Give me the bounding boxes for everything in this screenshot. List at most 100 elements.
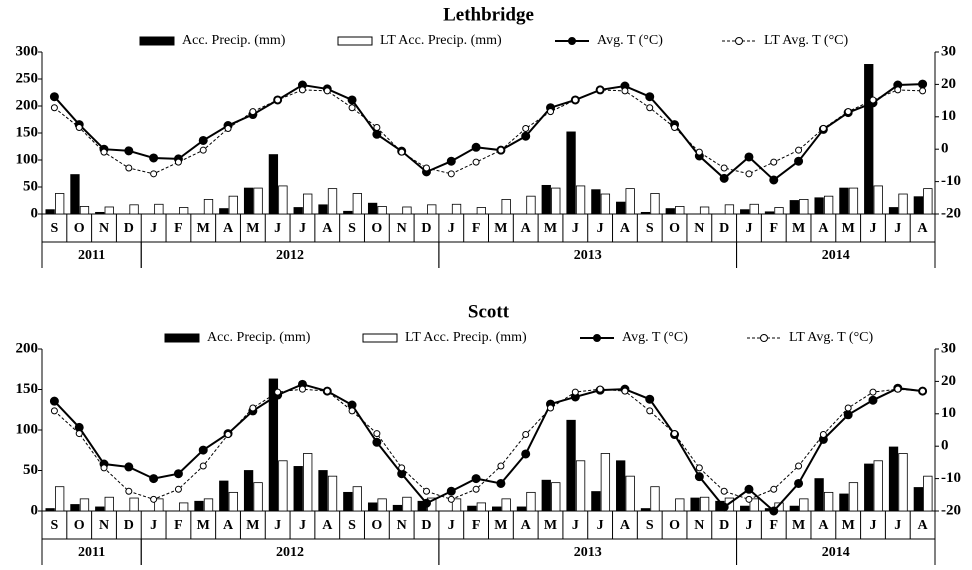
x-tick-label: A: [620, 221, 631, 236]
bar: [600, 193, 611, 215]
bar: [616, 460, 626, 512]
point: [695, 148, 703, 156]
bar: [640, 508, 651, 512]
bar: [848, 187, 859, 215]
y2-tick-label: 20: [941, 373, 956, 389]
point: [919, 87, 927, 95]
point: [918, 79, 928, 89]
point: [745, 495, 753, 503]
group-label: 2014: [822, 545, 850, 560]
point: [596, 385, 604, 393]
x-tick-label: F: [174, 221, 183, 236]
bar: [343, 491, 353, 512]
point: [373, 123, 381, 131]
group-label: 2014: [822, 248, 850, 263]
point: [869, 388, 877, 396]
point: [671, 123, 679, 131]
x-tick-label: A: [918, 518, 929, 533]
x-tick-label: J: [597, 518, 604, 533]
point: [447, 170, 455, 178]
bar: [451, 203, 462, 215]
x-tick-label: A: [818, 221, 829, 236]
x-tick-label: O: [74, 221, 85, 236]
bar: [888, 207, 899, 215]
bar: [367, 202, 378, 215]
bar: [303, 193, 313, 215]
bar: [293, 466, 303, 512]
point: [124, 146, 134, 156]
bar: [451, 498, 462, 512]
point: [347, 95, 357, 105]
bar: [70, 174, 80, 215]
bar: [343, 210, 353, 215]
x-tick-label: J: [597, 221, 604, 236]
legend-label: LT Acc. Precip. (mm): [405, 330, 527, 345]
bar: [591, 189, 601, 215]
bar: [402, 206, 412, 215]
bar: [566, 131, 576, 215]
legend-label: LT Acc. Precip. (mm): [380, 33, 502, 48]
point: [794, 156, 804, 166]
line: [53, 383, 923, 513]
point: [372, 129, 382, 139]
x-tick-label: S: [646, 221, 654, 236]
point: [173, 469, 183, 479]
point: [671, 430, 679, 438]
bar: [327, 475, 338, 512]
point: [323, 87, 331, 95]
point: [521, 449, 531, 459]
x-tick-label: J: [274, 518, 281, 533]
group-label: 2012: [276, 545, 304, 560]
bar: [253, 482, 263, 512]
bar: [888, 446, 899, 512]
bar: [243, 187, 254, 215]
legend-swatch: [337, 36, 373, 46]
point: [769, 506, 779, 516]
x-tick-label: A: [620, 518, 631, 533]
x-tick-label: J: [448, 518, 455, 533]
legend-label: Avg. T (°C): [597, 33, 663, 48]
x-tick-label: A: [223, 518, 234, 533]
x-tick-label: F: [769, 221, 778, 236]
x-tick-label: M: [494, 518, 507, 533]
point: [124, 462, 134, 472]
bar: [293, 207, 303, 215]
bar: [55, 486, 65, 512]
line: [54, 388, 923, 500]
x-tick-label: N: [694, 221, 704, 236]
bar: [823, 195, 834, 215]
x-tick-label: M: [792, 518, 805, 533]
bar: [749, 498, 759, 512]
bar: [55, 193, 65, 215]
point: [75, 123, 83, 131]
group-label: 2012: [276, 248, 304, 263]
x-tick-label: S: [646, 518, 654, 533]
x-tick-label: F: [472, 518, 481, 533]
y-tick-label: 0: [31, 205, 39, 221]
bar: [575, 185, 586, 215]
point: [745, 170, 753, 178]
bar: [104, 206, 114, 215]
bar: [79, 206, 90, 215]
bar: [551, 187, 561, 215]
point: [174, 158, 182, 166]
bar: [70, 504, 80, 512]
x-tick-label: J: [745, 221, 752, 236]
bar: [129, 497, 139, 512]
x-tick-label: N: [397, 518, 407, 533]
group-label: 2013: [574, 545, 602, 560]
y-tick-label: 200: [16, 97, 39, 113]
bar: [104, 496, 114, 512]
point: [49, 396, 59, 406]
bar: [814, 478, 824, 512]
x-tick-label: D: [124, 221, 134, 236]
bar: [243, 470, 254, 512]
point: [422, 164, 430, 172]
point: [770, 485, 778, 493]
legend-label: LT Avg. T (°C): [764, 33, 849, 48]
x-tick-label: D: [719, 518, 729, 533]
bar: [699, 496, 710, 512]
x-tick-label: M: [494, 221, 507, 236]
point: [547, 404, 555, 412]
x-tick-label: F: [769, 518, 778, 533]
